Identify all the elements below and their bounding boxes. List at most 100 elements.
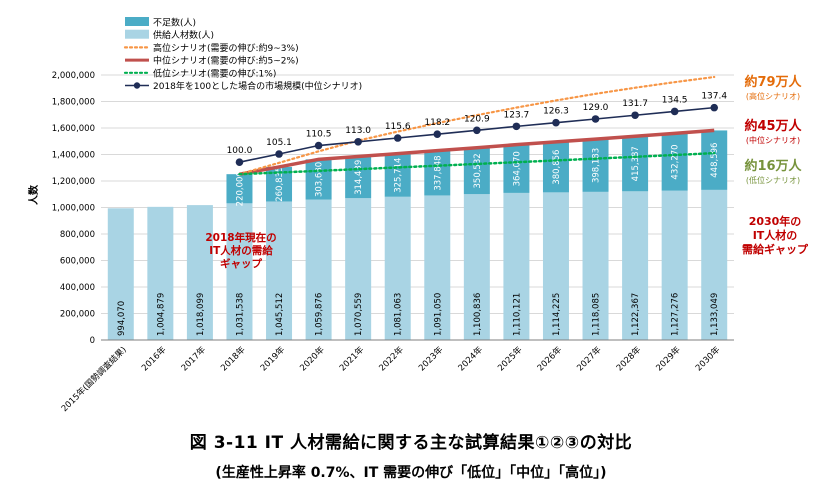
market-index-label: 134.5 xyxy=(662,95,688,105)
x-tick-label: 2030年 xyxy=(693,344,722,373)
y-tick-label: 400,000 xyxy=(60,283,95,293)
y-tick-label: 200,000 xyxy=(60,310,95,320)
gap-2030-label: 2030年の xyxy=(749,214,802,228)
x-axis-ticks: 2015年(国勢調査結果) 2016年 2017年 2018年 2019年 2020年 20… xyxy=(59,344,723,414)
legend: 不足数(人)供給人材数(人)高位シナリオ(需要の伸び:約9~3%)中位シナリオ(… xyxy=(123,17,362,92)
figure-subcaption: (生産性上昇率 0.7%、IT 需要の伸び「低位」「中位」「高位」) xyxy=(215,465,607,481)
supply-value-label: 1,114,225 xyxy=(552,293,562,336)
market-index-marker xyxy=(393,134,402,142)
supply-bar xyxy=(147,206,174,340)
supply-bar xyxy=(107,208,134,340)
x-tick-label: 2028年 xyxy=(614,344,643,373)
legend-label: 低位シナリオ(需要の伸び:1%) xyxy=(153,67,276,79)
x-tick-label: 2022年 xyxy=(377,344,406,373)
index-markers: 100.0 105.1 110.5 113.0 115.6 118.2 120.9 123.7… xyxy=(227,92,727,166)
supply-value-label: 1,118,085 xyxy=(592,293,602,336)
annotations: 約79万人(高位シナリオ) 約45万人(中位シナリオ) 約16万人(低位シナリオ) 2… xyxy=(205,74,809,270)
market-index-label: 113.0 xyxy=(345,126,371,136)
chart: 0 200,000 400,000 600,000 800,000 1,000,000 1,… xyxy=(27,17,809,415)
bar-value-labels: 994,070 1,004,879 1,018,099 1,031,538 220,00… xyxy=(117,143,720,336)
supply-value-label: 1,122,367 xyxy=(631,293,641,336)
market-index-label: 118.2 xyxy=(424,118,450,128)
market-index-marker xyxy=(235,158,244,166)
x-tick-label: 2024年 xyxy=(456,344,485,373)
market-index-label: 120.9 xyxy=(464,114,490,124)
x-tick-label: 2027年 xyxy=(575,344,604,373)
market-index-label: 115.6 xyxy=(385,122,411,132)
market-index-marker xyxy=(552,118,560,127)
y-tick-label: 1,400,000 xyxy=(52,151,95,161)
legend-label: 供給人材数(人) xyxy=(153,29,214,41)
supply-value-label: 1,110,121 xyxy=(512,293,522,336)
mid-gap-sublabel: (中位シナリオ) xyxy=(746,135,800,145)
shortage-bar xyxy=(542,141,569,193)
shortage-value-label: 398,183 xyxy=(592,148,602,183)
supply-value-label: 1,004,879 xyxy=(156,293,166,336)
shortage-value-label: 220,000 xyxy=(235,171,245,206)
supply-value-label: 1,045,512 xyxy=(275,293,285,336)
supply-bar xyxy=(503,192,530,340)
shortage-bar xyxy=(622,136,649,192)
shortage-value-label: 337,848 xyxy=(433,155,443,190)
supply-value-label: 1,127,276 xyxy=(671,293,681,336)
market-index-label: 126.3 xyxy=(543,107,569,117)
high-gap-label: 約79万人 xyxy=(744,74,802,90)
mid-scenario-line xyxy=(239,128,715,176)
market-index-label: 137.4 xyxy=(701,92,727,102)
x-tick-label: 2015年(国勢調査結果) xyxy=(59,344,129,414)
market-index-label: 100.0 xyxy=(227,146,253,156)
shortage-bar xyxy=(384,153,411,197)
shortage-value-label: 260,835 xyxy=(275,167,285,202)
legend-label: 中位シナリオ(需要の伸び:約5~2%) xyxy=(153,55,299,67)
low-scenario-line xyxy=(238,151,716,176)
gap-2018-label: ギャップ xyxy=(220,257,262,270)
y-axis-label: 人数 xyxy=(27,184,40,205)
x-tick-label: 2029年 xyxy=(654,344,683,373)
x-tick-label: 2023年 xyxy=(416,344,445,373)
market-index-marker xyxy=(591,115,600,123)
market-index-label: 123.7 xyxy=(504,110,530,120)
legend-swatch-marker xyxy=(133,82,141,89)
x-tick-label: 2021年 xyxy=(337,344,366,373)
supply-bar xyxy=(661,190,688,340)
gap-2030-label: 需給ギャップ xyxy=(742,242,809,256)
bars xyxy=(107,130,728,340)
shortage-bar xyxy=(463,147,490,195)
gap-2030-label: IT人材の xyxy=(753,228,798,242)
supply-bar xyxy=(345,198,372,340)
y-tick-label: 800,000 xyxy=(60,230,95,240)
low-gap-label: 約16万人 xyxy=(744,158,802,174)
legend-label: 高位シナリオ(需要の伸び:約9~3%) xyxy=(153,42,299,54)
legend-swatch xyxy=(125,17,149,26)
supply-bar xyxy=(424,195,451,340)
figure-caption: 図 3-11 IT 人材需給に関する主な試算結果①②③の対比 xyxy=(189,433,633,453)
shortage-value-label: 432,270 xyxy=(671,144,681,179)
y-axis-ticks: 0 200,000 400,000 600,000 800,000 1,000,000 1,… xyxy=(52,71,95,346)
market-index-marker xyxy=(354,137,362,146)
supply-bar xyxy=(622,191,649,340)
shortage-value-label: 448,596 xyxy=(710,143,720,178)
supply-bar xyxy=(186,205,213,340)
mid-gap-label: 約45万人 xyxy=(744,118,802,134)
y-tick-label: 2,000,000 xyxy=(52,71,95,81)
supply-value-label: 1,133,049 xyxy=(710,293,720,336)
supply-bar xyxy=(384,196,411,340)
market-index-label: 129.0 xyxy=(583,103,609,113)
x-tick-label: 2025年 xyxy=(495,344,524,373)
legend-label: 2018年を100とした場合の市場規模(中位シナリオ) xyxy=(153,80,362,92)
supply-value-label: 1,031,538 xyxy=(235,293,245,336)
x-tick-label: 2026年 xyxy=(535,344,564,373)
shortage-bar xyxy=(661,133,688,191)
x-tick-label: 2020年 xyxy=(298,344,327,373)
shortage-value-label: 415,387 xyxy=(631,146,641,181)
supply-value-label: 994,070 xyxy=(117,301,127,336)
supply-bar xyxy=(226,203,253,340)
supply-bar xyxy=(701,189,728,340)
shortage-bar xyxy=(424,150,451,196)
supply-bar xyxy=(266,201,293,340)
y-tick-label: 0 xyxy=(90,336,95,346)
high-gap-sublabel: (高位シナリオ) xyxy=(746,91,800,101)
supply-bar xyxy=(463,194,490,340)
shortage-bar xyxy=(503,144,530,193)
market-index-marker xyxy=(275,150,283,158)
